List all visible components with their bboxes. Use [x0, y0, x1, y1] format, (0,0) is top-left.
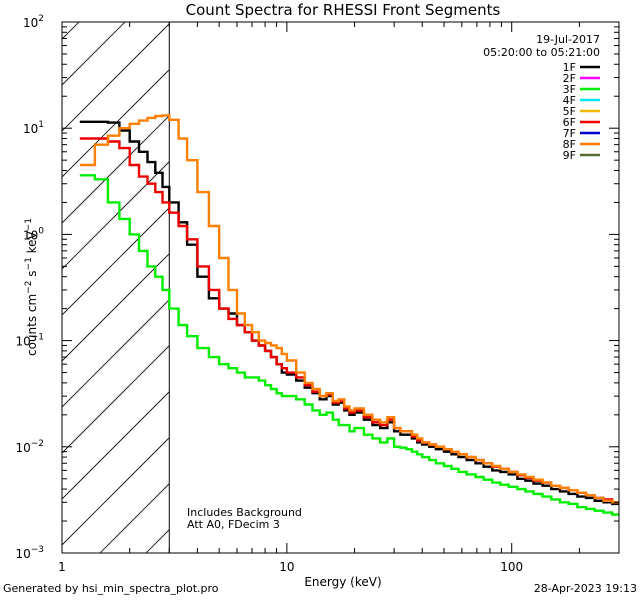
- legend-label-9F: 9F: [563, 149, 576, 162]
- axis-layer: 1 10 100 10−3 10−2 10−1 100 101 102: [15, 14, 620, 574]
- annotation-attenuator: Att A0, FDecim 3: [187, 518, 280, 531]
- x-axis-label: Energy (keV): [304, 575, 381, 589]
- series-3F-line: [79, 174, 619, 516]
- time-range-label: 05:20:00 to 05:21:00: [483, 46, 600, 59]
- hatch-line: [62, 69, 170, 178]
- ylabel-part-4: −1: [24, 257, 34, 270]
- legend-label-3F: 3F: [563, 83, 576, 96]
- y-tick-label: 102: [23, 14, 44, 30]
- hatch-line: [99, 483, 170, 553]
- ylabel-part-2: −2: [24, 281, 34, 294]
- legend-label-5F: 5F: [563, 105, 576, 118]
- y-tick-label: 10−1: [15, 333, 44, 349]
- hatch-line: [62, 22, 126, 86]
- ylabel-part-6: −1: [24, 218, 34, 231]
- y-tick-label: 100: [23, 226, 44, 242]
- hatch-line: [62, 437, 170, 546]
- series-layer: [79, 114, 619, 516]
- legend-label-7F: 7F: [563, 127, 576, 140]
- hatch-line: [62, 23, 170, 132]
- ylabel-part-3: s: [25, 270, 39, 280]
- hatch-line: [62, 207, 170, 316]
- y-tick-label: 10−2: [15, 439, 44, 455]
- ylabel-part-1: counts cm: [25, 294, 39, 356]
- y-tick-label: 101: [23, 120, 44, 136]
- series-6F-line: [79, 137, 619, 504]
- y-tick-label: 10−3: [15, 545, 44, 561]
- hatch-line: [62, 253, 170, 362]
- hatch-line: [62, 391, 170, 500]
- legend-label-2F: 2F: [563, 72, 576, 85]
- chart-title: Count Spectra for RHESSI Front Segments: [186, 1, 501, 19]
- x-tick-label: 100: [500, 560, 523, 574]
- footer-generated-by: Generated by hsi_min_spectra_plot.pro: [3, 582, 219, 595]
- y-axis-label: counts cm−2 s−1 keV−1: [24, 218, 39, 356]
- hatch-line: [62, 345, 170, 454]
- plot-frame: [61, 21, 620, 554]
- legend-label-8F: 8F: [563, 138, 576, 151]
- annotation-background: Includes Background: [187, 506, 302, 519]
- date-label: 19-Jul-2017: [536, 33, 600, 46]
- legend-label-4F: 4F: [563, 94, 576, 107]
- footer-timestamp: 28-Apr-2023 19:13: [533, 582, 637, 595]
- ylabel-part-5: keV: [25, 230, 39, 257]
- hatch-line: [62, 299, 170, 408]
- hatch-line: [62, 22, 80, 40]
- x-tick-label: 1: [58, 560, 66, 574]
- series-8F-line: [79, 114, 619, 504]
- hatched-region: [62, 22, 170, 553]
- x-tick-label: 10: [279, 560, 294, 574]
- legend-label-1F: 1F: [563, 61, 576, 74]
- legend-label-6F: 6F: [563, 116, 576, 129]
